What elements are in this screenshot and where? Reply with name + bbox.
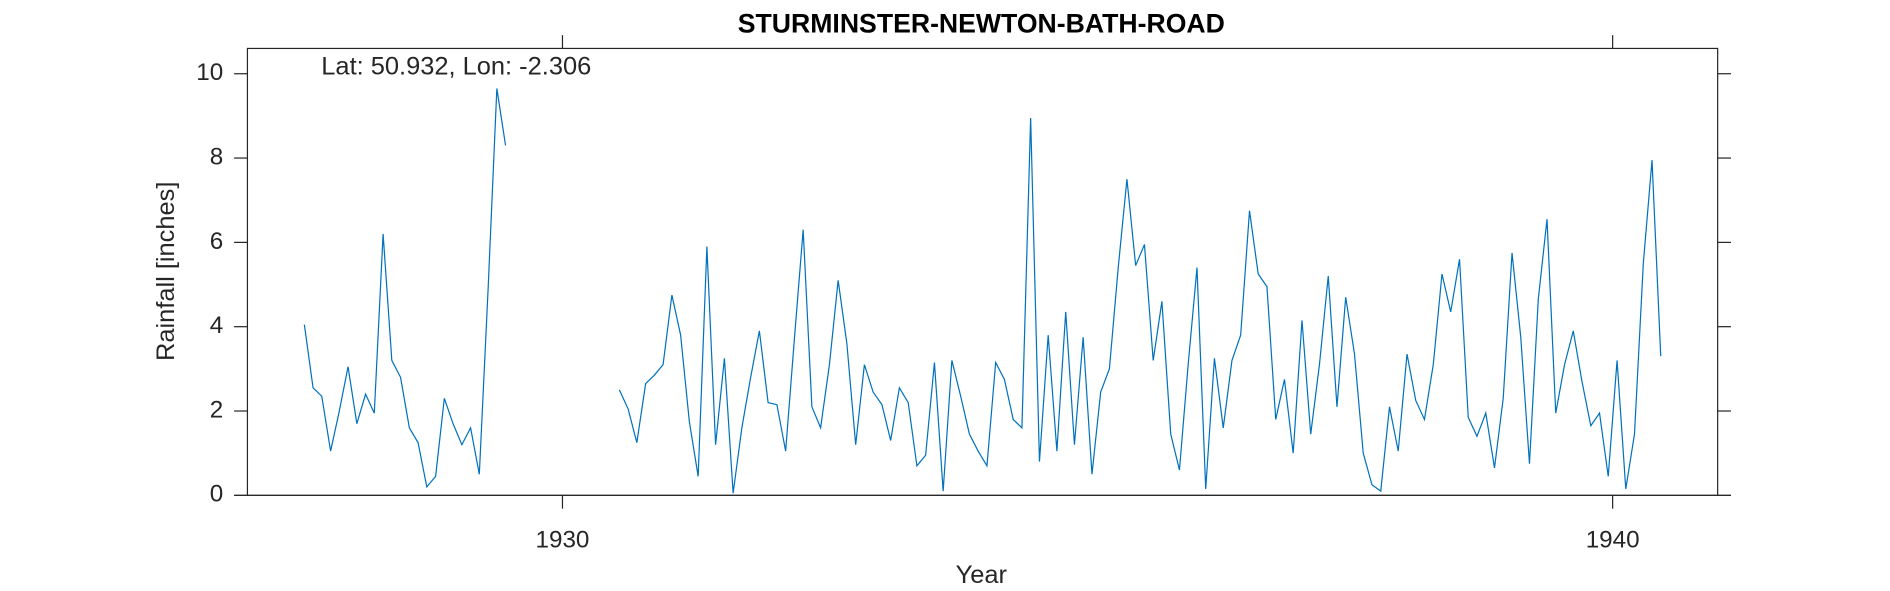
y-tick-label: 4 (210, 312, 223, 339)
y-axis-label: Rainfall [inches] (152, 182, 180, 361)
y-tick-label: 10 (196, 59, 223, 86)
x-axis-label: Year (956, 561, 1008, 589)
annotation: Lat: 50.932, Lon: -2.306 (321, 53, 591, 81)
x-tick-label: 1940 (1586, 527, 1640, 554)
x-tick-label: 1930 (536, 527, 590, 554)
y-tick-label: 0 (210, 481, 223, 508)
plot-box (246, 47, 1719, 496)
y-tick-label: 8 (210, 143, 223, 170)
y-tick-label: 2 (210, 396, 223, 423)
series-line (303, 88, 1662, 494)
chart-title: STURMINSTER-NEWTON-BATH-ROAD (738, 8, 1225, 38)
y-tick-label: 6 (210, 228, 223, 255)
